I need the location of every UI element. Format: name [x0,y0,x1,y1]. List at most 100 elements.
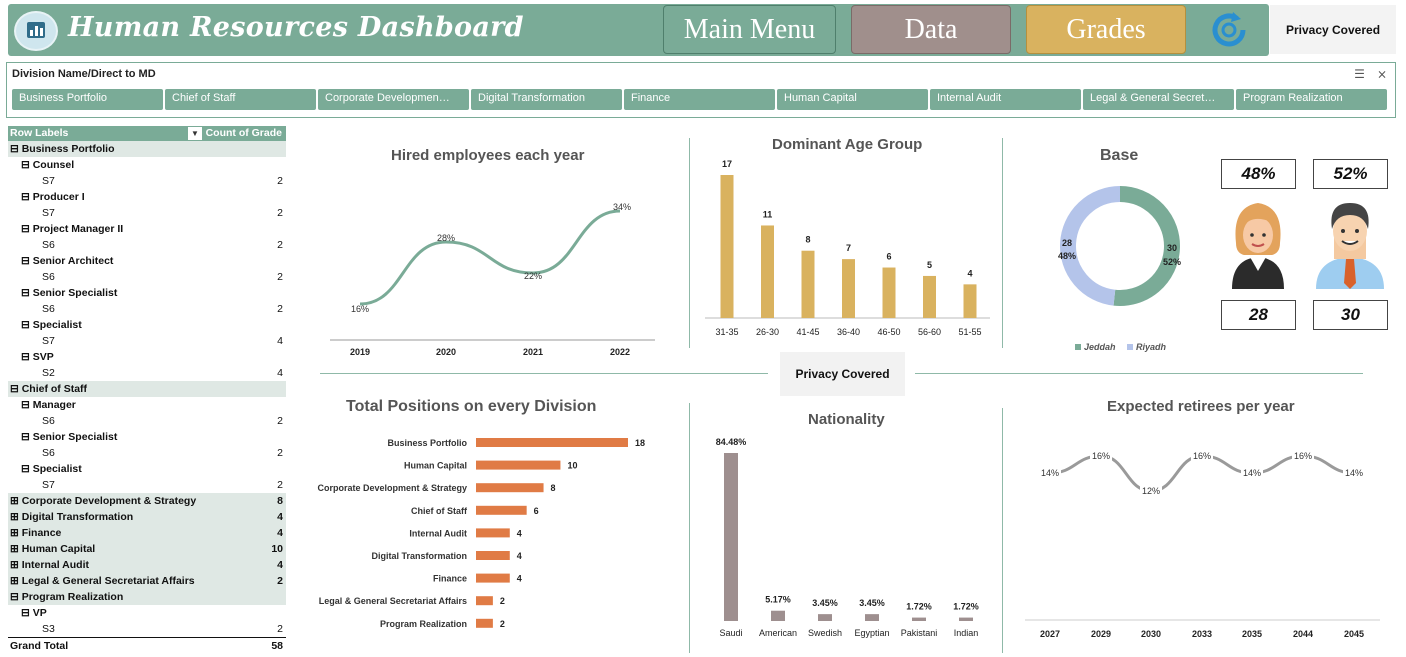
male-percent: 52% [1313,159,1388,189]
slicer-item[interactable]: Internal Audit [930,89,1081,110]
positions-bar-chart: Business Portfolio 18 Human Capital 10 Corpo… [317,438,645,629]
pivot-row: S7 2 [8,477,286,493]
pivot-row[interactable]: ⊟ Specialist [8,317,286,333]
pivot-row-label: ⊟ Chief of Staff [10,383,88,395]
legend-label: Jeddah [1084,342,1116,352]
slicer-item[interactable]: Human Capital [777,89,928,110]
data-label-bg [1292,450,1314,461]
male-count: 30 [1313,300,1388,330]
pivot-row[interactable]: ⊟ Project Manager II [8,221,286,237]
pivot-row[interactable]: ⊞ Finance 4 [8,525,286,541]
pivot-row[interactable]: ⊟ Business Portfolio [8,141,286,157]
multi-select-icon[interactable]: ☰ [1354,67,1365,81]
category-label: Human Capital [404,461,467,471]
pivot-row-label: ⊞ Legal & General Secretariat Affairs [10,575,195,587]
x-tick-label: Egyptian [854,628,889,638]
pivot-row[interactable]: ⊞ Legal & General Secretariat Affairs 2 [8,573,286,589]
data-label: 1.72% [953,602,979,612]
divider [915,373,1363,374]
pivot-grand-total: Grand Total 58 [8,637,286,653]
data-label: 16% [1294,451,1312,461]
x-tick-label: Saudi [719,628,742,638]
slicer-item[interactable]: Digital Transformation [471,89,622,110]
pivot-row-value: 4 [277,559,283,571]
refresh-icon[interactable] [1200,6,1258,54]
data-label: 34% [613,202,631,212]
pivot-row-label: ⊞ Corporate Development & Strategy [10,495,197,507]
data-label: 22% [524,271,542,281]
female-count: 28 [1221,300,1296,330]
x-tick-label: 56-60 [918,327,941,337]
legend-swatch [1075,344,1081,350]
pivot-row[interactable]: ⊞ Corporate Development & Strategy 8 [8,493,286,509]
pivot-row-label: ⊟ Producer I [21,191,85,203]
pivot-row-label: ⊟ Senior Specialist [21,431,118,443]
pivot-row[interactable]: ⊟ Counsel [8,157,286,173]
data-label-bg [1191,450,1213,461]
slicer-item[interactable]: Legal & General Secret… [1083,89,1234,110]
x-tick-label: 2030 [1141,629,1161,639]
pivot-row[interactable]: ⊟ Producer I [8,189,286,205]
category-label: Finance [433,574,467,584]
pivot-row[interactable]: ⊞ Human Capital 10 [8,541,286,557]
data-label: 8 [805,235,810,245]
bar [842,259,855,318]
divider [1002,408,1003,653]
chart-title-hired: Hired employees each year [391,147,585,164]
data-label: 14% [1041,468,1059,478]
pivot-row: S6 2 [8,301,286,317]
filter-dropdown-icon[interactable]: ▼ [188,127,202,140]
pivot-row[interactable]: ⊟ Manager [8,397,286,413]
clear-filter-icon[interactable]: ⨯ [1376,67,1387,81]
data-label: 17 [722,159,732,169]
pivot-row-label: ⊟ SVP [21,351,54,363]
pivot-table: Row Labels ▼ Count of Grade ⊟ Business P… [8,126,286,653]
nationality-bar-chart: 84.48% Saudi 5.17% American 3.45% Swedish 3.45… [716,437,979,638]
dashboard-logo-icon [14,11,58,51]
data-label: 1.72% [906,602,932,612]
bar [963,284,977,318]
pivot-row[interactable]: ⊟ SVP [8,349,286,365]
grades-button[interactable]: Grades [1026,5,1186,54]
slicer-item[interactable]: Finance [624,89,775,110]
slicer-title: Division Name/Direct to MD [12,68,156,80]
pivot-row: S7 4 [8,333,286,349]
slice-value-label: 30 [1167,243,1177,253]
chart-title-base: Base [1100,147,1139,164]
pivot-row-label: S6 [42,239,55,251]
pivot-row: S3 2 [8,621,286,637]
pivot-row[interactable]: ⊟ Senior Specialist [8,429,286,445]
pivot-col-count: Count of Grade [205,127,282,139]
pivot-row: S6 2 [8,269,286,285]
pivot-row[interactable]: ⊟ Specialist [8,461,286,477]
pivot-row[interactable]: ⊟ Chief of Staff [8,381,286,397]
slicer-item[interactable]: Program Realization [1236,89,1387,110]
female-percent: 48% [1221,159,1296,189]
main-menu-button[interactable]: Main Menu [663,5,836,54]
age-bar-chart: 17 31-35 11 26-30 8 41-45 7 36-40 6 46-50 5 56-60 4 5… [705,159,990,337]
category-label: Legal & General Secretariat Affairs [319,596,467,606]
slicer-item[interactable]: Chief of Staff [165,89,316,110]
x-tick-label: 2029 [1091,629,1111,639]
slicer-item[interactable]: Corporate Developmen… [318,89,469,110]
pivot-row-label: ⊞ Human Capital [10,543,96,555]
data-label-bg [1039,467,1061,478]
bar [476,596,493,606]
chart-title-age: Dominant Age Group [772,136,923,153]
pivot-row[interactable]: ⊟ Senior Architect [8,253,286,269]
x-tick-label: American [759,628,797,638]
x-tick-label: 2035 [1242,629,1262,639]
pivot-row[interactable]: ⊞ Digital Transformation 4 [8,509,286,525]
pivot-row[interactable]: ⊟ Program Realization [8,589,286,605]
pivot-col-row-labels: Row Labels [10,127,69,139]
data-label: 14% [1243,468,1261,478]
grand-total-label: Grand Total [10,640,69,652]
pivot-row[interactable]: ⊞ Internal Audit 4 [8,557,286,573]
pivot-row[interactable]: ⊟ VP [8,605,286,621]
category-label: Business Portfolio [387,438,467,448]
slicer-item[interactable]: Business Portfolio [12,89,163,110]
pivot-row-label: ⊟ VP [21,607,47,619]
data-button[interactable]: Data [851,5,1011,54]
privacy-covered-label: Privacy Covered [1270,5,1396,54]
pivot-row[interactable]: ⊟ Senior Specialist [8,285,286,301]
